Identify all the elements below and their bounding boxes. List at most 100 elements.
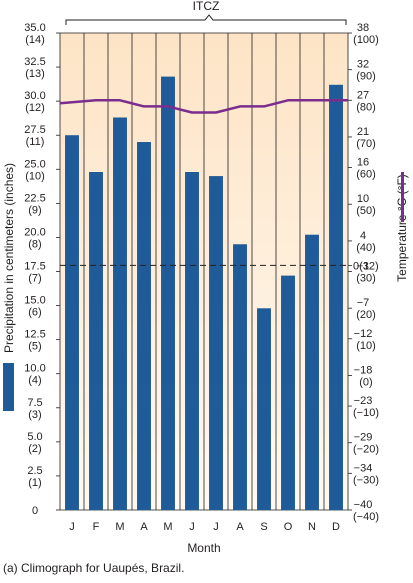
right-tick-label: 21 — [357, 126, 369, 138]
right-tick-label: 27 — [357, 89, 369, 101]
precipitation-bar — [233, 244, 247, 510]
left-tick-label: 27.5 — [24, 124, 45, 136]
month-tick-label: S — [260, 521, 267, 533]
month-tick-label: O — [284, 521, 293, 533]
right-tick-sublabel: (60) — [356, 169, 376, 181]
right-tick-label: −12 — [354, 328, 373, 340]
left-tick-sublabel: (10) — [25, 170, 45, 182]
precipitation-bar — [185, 172, 199, 511]
left-tick-label: 32.5 — [24, 56, 45, 68]
right-tick-sublabel: (−40) — [353, 511, 379, 523]
precipitation-bar — [65, 135, 79, 510]
precipitation-bar — [305, 234, 319, 510]
right-tick-label: −29 — [354, 432, 373, 444]
right-tick-sublabel: (−20) — [353, 444, 379, 456]
month-tick-label: J — [189, 521, 195, 533]
left-tick-sublabel: (7) — [28, 273, 41, 285]
right-tick-label: 16 — [357, 157, 369, 169]
left-tick-sublabel: (3) — [28, 409, 41, 421]
left-tick-sublabel: (8) — [28, 238, 41, 250]
precipitation-legend-swatch — [3, 363, 14, 411]
temperature-legend-swatch — [401, 172, 404, 222]
left-tick-sublabel: (9) — [28, 204, 41, 216]
right-tick-label: 32 — [357, 59, 369, 71]
month-tick-label: F — [93, 521, 100, 533]
right-tick-label: 4 — [360, 230, 366, 242]
left-tick-label: 12.5 — [24, 329, 45, 341]
left-tick-label: 30.0 — [24, 90, 45, 102]
left-tick-sublabel: (11) — [26, 136, 45, 148]
right-tick-sublabel: (80) — [356, 101, 376, 113]
left-tick-label: 20.0 — [24, 226, 45, 238]
right-tick-sublabel: (20) — [356, 309, 376, 321]
right-tick-label: 0(32) — [353, 260, 379, 272]
left-tick-sublabel: (5) — [28, 341, 41, 353]
precipitation-bar — [329, 84, 343, 510]
precipitation-bar — [281, 275, 295, 510]
left-tick-sublabel: (2) — [28, 443, 41, 455]
month-tick-label: N — [308, 521, 316, 533]
precipitation-bar — [137, 142, 151, 510]
right-tick-sublabel: (70) — [356, 138, 376, 150]
left-tick-label: 22.5 — [24, 192, 45, 204]
month-tick-label: D — [332, 521, 340, 533]
right-tick-sublabel: (−30) — [353, 474, 379, 486]
right-tick-label: −34 — [354, 462, 373, 474]
month-tick-label: M — [115, 521, 124, 533]
month-tick-label: M — [163, 521, 172, 533]
month-tick-label: J — [69, 521, 75, 533]
right-tick-label: −40 — [354, 499, 373, 511]
left-tick-label: 25.0 — [24, 158, 45, 170]
left-tick-sublabel: (13) — [25, 68, 45, 80]
right-tick-label: 10 — [357, 193, 369, 205]
figure-caption: (a) Climograph for Uaupés, Brazil. — [3, 561, 185, 575]
precipitation-bars — [65, 76, 343, 511]
left-tick-sublabel: (4) — [28, 375, 41, 387]
temperature-line — [59, 99, 348, 114]
right-tick-sublabel: (0) — [359, 376, 372, 388]
right-axis-ticks: −40(−40) −34(−30) −29(−20) −23(−10) −18(0) −1… — [348, 22, 379, 523]
right-tick-label: −18 — [354, 364, 373, 376]
itcz-bracket — [65, 14, 347, 25]
y-axis-title: Precipitation in centimeters (inches) — [2, 163, 16, 353]
gridlines — [59, 32, 349, 511]
left-tick-label: 10.0 — [24, 363, 45, 375]
precipitation-bar — [209, 176, 223, 510]
left-tick-sublabel: (6) — [28, 307, 41, 319]
precipitation-bar — [113, 117, 127, 511]
left-tick-label: 35.0 — [24, 22, 45, 34]
precipitation-bar — [89, 172, 103, 511]
x-axis-title: Month — [187, 541, 220, 555]
left-tick-label: 5.0 — [27, 431, 42, 443]
left-tick-sublabel: (14) — [25, 34, 45, 46]
precipitation-bar — [161, 76, 175, 511]
right-tick-sublabel: (50) — [356, 205, 376, 217]
right-tick-sublabel: (90) — [356, 71, 376, 83]
left-tick-label: 2.5 — [27, 465, 42, 477]
right-tick-label: −23 — [354, 395, 373, 407]
left-tick-label: 17.5 — [24, 261, 45, 273]
right-tick-label: 38 — [357, 22, 369, 34]
left-tick-label: 15.0 — [24, 295, 45, 307]
month-tick-label: J — [213, 521, 219, 533]
left-tick-sublabel: (1) — [28, 477, 41, 489]
left-tick-label: 0 — [32, 505, 38, 517]
right-tick-label: −1 — [357, 261, 370, 273]
y2-axis-title: Temperature °C (°F) — [395, 174, 409, 282]
right-tick-sublabel: (30) — [356, 273, 376, 285]
right-tick-sublabel: (100) — [353, 34, 379, 46]
itcz-label: ITCZ — [193, 0, 220, 13]
temperature-line-group — [59, 99, 348, 114]
right-tick-sublabel: (−10) — [353, 407, 379, 419]
right-tick-sublabel: (40) — [356, 242, 376, 254]
left-axis-ticks: 0 2.5(1) 5.0(2) 7.5(3) 10.0(4) 12.5(5) 15.0(6)… — [24, 22, 60, 517]
right-tick-sublabel: (10) — [356, 340, 376, 352]
month-tick-label: A — [236, 521, 244, 533]
right-tick-label: −7 — [357, 297, 370, 309]
left-tick-label: 7.5 — [27, 397, 42, 409]
month-tick-label: A — [140, 521, 148, 533]
precipitation-bar — [257, 308, 271, 510]
left-tick-sublabel: (12) — [25, 102, 45, 114]
